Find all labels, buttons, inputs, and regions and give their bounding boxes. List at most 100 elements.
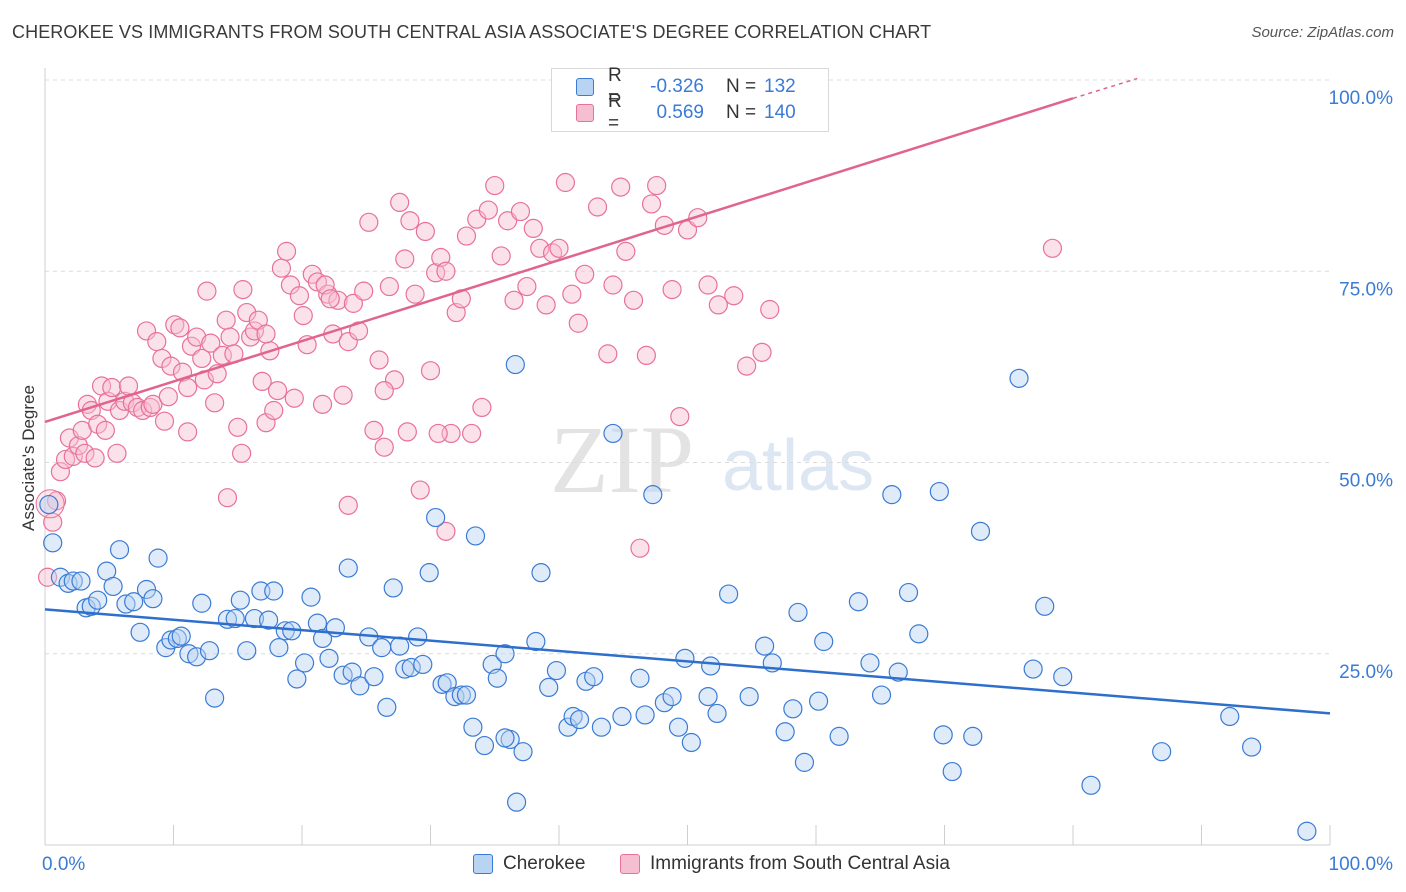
data-point [338,495,358,515]
watermark-atlas: atlas [722,426,874,506]
data-point [50,567,71,587]
data-point [118,376,139,396]
data-point [158,387,178,407]
data-point [739,686,759,707]
data-point [230,590,250,610]
data-point [63,446,83,466]
data-point [95,420,115,440]
legend-n-value: 140 [764,102,796,123]
data-point [456,226,477,246]
data-point [562,284,582,304]
data-point [783,699,803,719]
data-point [338,558,358,578]
data-point [170,318,190,338]
data-point [436,521,456,541]
data-point [205,393,225,413]
bottom-legend-label: Cherokee [503,853,586,874]
data-point [536,295,556,315]
data-point [630,668,650,688]
data-point [1081,775,1101,795]
data-point [419,563,439,583]
trend-line-immigrants-extension [1072,77,1138,100]
data-point [256,324,276,344]
data-point [71,571,91,591]
bottom-legend-swatch-blue [473,854,493,874]
legend-r-value: -0.326 [650,76,704,97]
data-point [359,212,379,232]
data-point [201,333,221,353]
data-point [662,280,682,300]
data-point [232,443,252,463]
data-point [456,685,477,705]
data-point [1242,737,1262,757]
data-point [364,667,384,687]
data-point [568,313,588,333]
data-point [558,717,578,737]
data-point [220,327,240,347]
data-point [1042,238,1063,258]
data-point [287,669,307,689]
trend-lines [44,77,1331,715]
data-point [68,436,89,456]
data-point [754,636,775,656]
data-point [301,587,321,607]
data-point [860,653,880,673]
data-point [148,548,168,568]
data-point [523,218,543,239]
data-point [929,481,949,502]
data-point [933,725,953,745]
x-tick-label-end: 100.0% [1329,854,1394,875]
data-point [451,685,471,705]
data-point [487,668,507,688]
data-point [420,361,441,381]
data-point [616,241,636,261]
data-point [343,293,363,313]
data-point [133,400,153,421]
data-point [395,249,415,269]
data-point [397,422,417,442]
data-point [504,290,524,310]
data-point [436,261,456,281]
data-point [808,691,829,711]
data-point [383,578,403,598]
data-point [549,238,569,258]
data-point [719,584,739,604]
trend-line-cherokee [44,608,1331,715]
data-point [814,631,834,652]
data-point [472,397,492,418]
series-cherokee-points [39,354,1317,841]
legend-n-label: N = [726,76,757,97]
data-point [623,290,644,310]
data-point [1053,667,1073,687]
data-point [197,281,217,301]
data-point [681,732,701,753]
data-point [312,394,333,414]
data-point [143,394,163,414]
data-point [107,443,127,463]
data-point [85,448,105,468]
data-point [530,238,550,258]
data-point [670,407,690,427]
data-point [390,192,410,212]
data-point [395,659,415,679]
data-point [662,686,682,707]
data-point [636,345,656,365]
data-point [276,241,297,261]
data-point [641,194,662,214]
data-point [165,315,185,335]
grid-lines [45,79,1330,655]
data-point [546,660,567,681]
data-point [400,211,420,231]
data-point [426,263,446,283]
data-point [474,735,495,756]
data-point [603,275,623,295]
data-point [526,631,546,652]
data-point [462,423,482,444]
data-point [635,705,655,725]
watermark: ZIP atlas [550,406,874,513]
data-point [147,332,167,352]
legend-n-value: 132 [764,76,796,97]
data-point [465,526,486,546]
data-point [264,581,284,601]
data-point [539,677,559,698]
